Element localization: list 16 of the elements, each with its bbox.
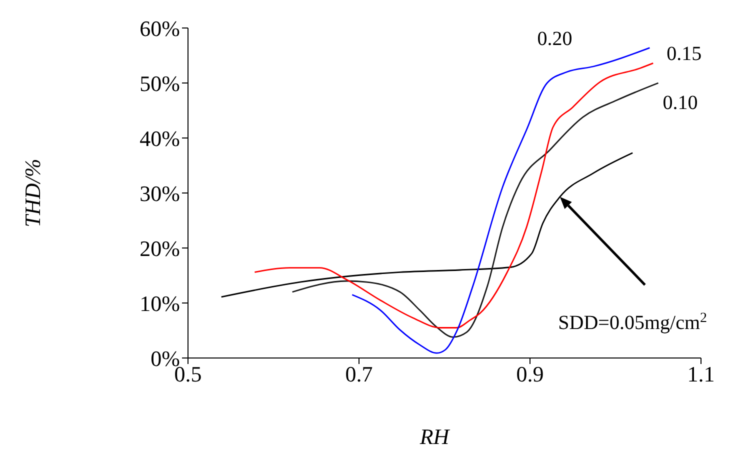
line-series (220, 152, 634, 298)
series-label: 0.10 (662, 92, 698, 114)
y-tick-label: 50% (140, 70, 180, 96)
x-tick-label: 1.1 (687, 362, 715, 387)
x-axis-title: RH (418, 424, 450, 449)
x-tick-label: 0.7 (345, 362, 373, 387)
x-tick-label: 0.9 (516, 362, 544, 387)
series-label: 0.20 (537, 28, 572, 50)
y-tick-label: 10% (140, 290, 180, 316)
y-axis-title: THD/% (20, 158, 45, 228)
y-tick-label: 30% (140, 180, 180, 206)
y-tick-label: 60% (140, 16, 180, 41)
text: SDD=0.05mg/cm$^{2}$ (558, 310, 708, 334)
y-tick-label: 20% (140, 236, 180, 261)
y-tick-label: 40% (140, 126, 180, 151)
series-label: 0.15 (666, 43, 702, 66)
